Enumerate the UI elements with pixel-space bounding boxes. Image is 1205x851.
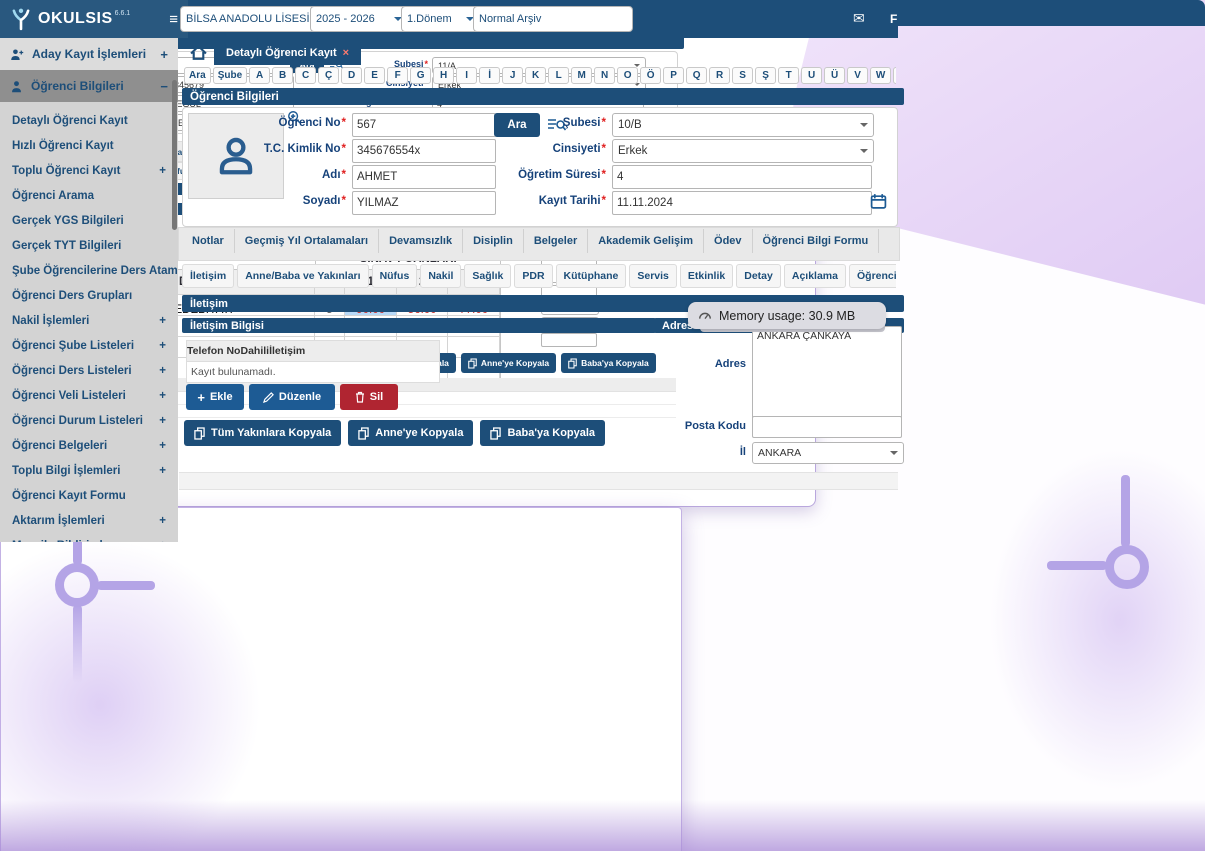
deco-ring-left — [55, 563, 99, 607]
deco-line — [97, 581, 155, 590]
deco-line — [1047, 561, 1107, 570]
deco-bottom-left-wash — [0, 540, 260, 851]
deco-bottom-right-wash — [990, 450, 1205, 790]
deco-line — [1121, 475, 1130, 547]
memory-usage-tooltip: Memory usage: 30.9 MB — [688, 302, 886, 329]
deco-line — [73, 605, 82, 683]
deco-ring-right — [1105, 545, 1149, 589]
gauge-icon — [699, 312, 711, 319]
deco-bottom-band — [0, 800, 1205, 851]
memory-usage-text: Memory usage: 30.9 MB — [719, 308, 856, 323]
